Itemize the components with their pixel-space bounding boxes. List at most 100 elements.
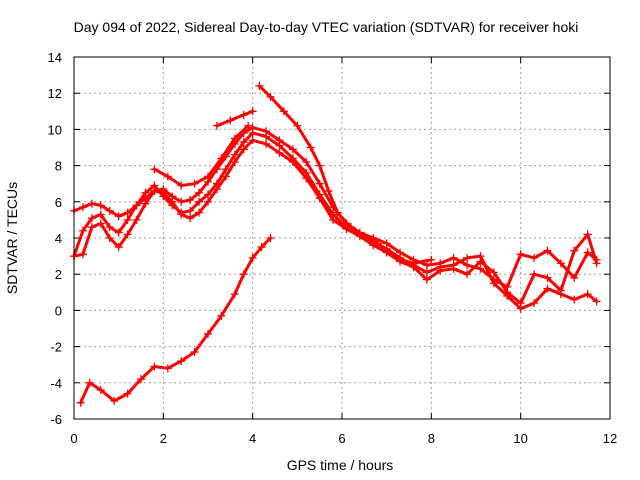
data-point [96, 219, 105, 228]
data-point [105, 206, 114, 215]
data-point [195, 197, 204, 206]
data-point [382, 248, 391, 257]
data-point [543, 246, 552, 255]
data-point [163, 364, 172, 373]
data-point [186, 195, 195, 204]
data-point [255, 81, 264, 90]
data-point [530, 299, 539, 308]
data-point [123, 230, 132, 239]
data-point [302, 157, 311, 166]
data-point [329, 215, 338, 224]
data-point [114, 243, 123, 252]
data-point [396, 257, 405, 266]
data-point [114, 228, 123, 237]
plot-frame [73, 56, 611, 420]
data-point [516, 299, 525, 308]
data-point [409, 262, 418, 271]
data-point [279, 107, 288, 116]
y-tick-label: 14 [48, 50, 62, 65]
y-tick-label: -6 [50, 412, 62, 427]
y-tick-label: 6 [55, 195, 62, 210]
data-point [530, 270, 539, 279]
data-point [230, 134, 239, 143]
data-point [226, 116, 235, 125]
series-track-main-a [70, 123, 601, 291]
y-tick-label: 12 [48, 86, 62, 101]
data-point [583, 230, 592, 239]
data-point [570, 295, 579, 304]
series-track-peak-12 [255, 81, 436, 268]
data-point [221, 165, 230, 174]
data-point [239, 110, 248, 119]
data-point [329, 203, 338, 212]
data-point [212, 121, 221, 130]
data-point [204, 329, 212, 338]
data-point [422, 268, 431, 277]
x-tick-label: 12 [603, 431, 617, 446]
data-point [204, 172, 212, 181]
data-point [324, 186, 333, 195]
data-point [96, 201, 105, 210]
data-point [190, 348, 199, 357]
data-point [217, 311, 226, 320]
data-point [105, 223, 114, 232]
data-point [87, 199, 96, 208]
data-point [177, 197, 186, 206]
data-point [114, 212, 123, 221]
data-point [315, 161, 324, 170]
x-tick-label: 2 [160, 431, 167, 446]
data-point [476, 264, 485, 273]
x-tick-label: 6 [338, 431, 345, 446]
data-point [583, 290, 592, 299]
data-point [556, 286, 565, 295]
data-point [262, 132, 271, 141]
data-point [489, 279, 498, 288]
data-point [503, 288, 512, 297]
data-point [186, 214, 195, 223]
data-point [275, 148, 284, 157]
data-point [141, 188, 150, 197]
chart-title: Day 094 of 2022, Sidereal Day-to-day VTE… [74, 19, 579, 35]
series-trace [152, 124, 250, 187]
data-point [78, 250, 87, 259]
data-point [306, 143, 315, 152]
y-tick-label: 4 [55, 231, 62, 246]
data-point [96, 386, 105, 395]
data-point [230, 150, 239, 159]
data-point [76, 398, 85, 407]
data-point [239, 145, 248, 154]
x-tick-label: 4 [249, 431, 256, 446]
data-point [449, 264, 458, 273]
data-point [476, 257, 485, 266]
data-point [463, 253, 472, 262]
series-track-main-c [70, 136, 601, 308]
data-point [204, 190, 212, 199]
data-point [123, 215, 132, 224]
data-point [123, 389, 132, 398]
data-point [342, 224, 351, 233]
data-point [570, 246, 579, 255]
data-point [141, 199, 150, 208]
data-point [212, 185, 221, 194]
series-track-short [150, 121, 253, 190]
data-point [583, 248, 592, 257]
data-point [78, 226, 87, 235]
data-point [266, 234, 275, 242]
tick-labels: 0 2 4 6 8 10 12 -6 -4 -2 0 2 4 6 8 10 12 14 [48, 50, 618, 446]
data-point [150, 165, 159, 174]
series-trace [72, 138, 599, 305]
y-tick-label: 10 [48, 122, 62, 137]
data-point [530, 253, 539, 262]
data-point [230, 157, 239, 166]
data-point [262, 139, 271, 148]
y-tick-label: 2 [55, 267, 62, 282]
data-point [248, 107, 257, 116]
data-point [105, 234, 114, 242]
data-point [288, 145, 297, 154]
data-point [159, 188, 168, 197]
data-point [315, 179, 324, 188]
data-point [436, 266, 445, 275]
data-point [150, 186, 159, 195]
data-point [195, 188, 204, 197]
